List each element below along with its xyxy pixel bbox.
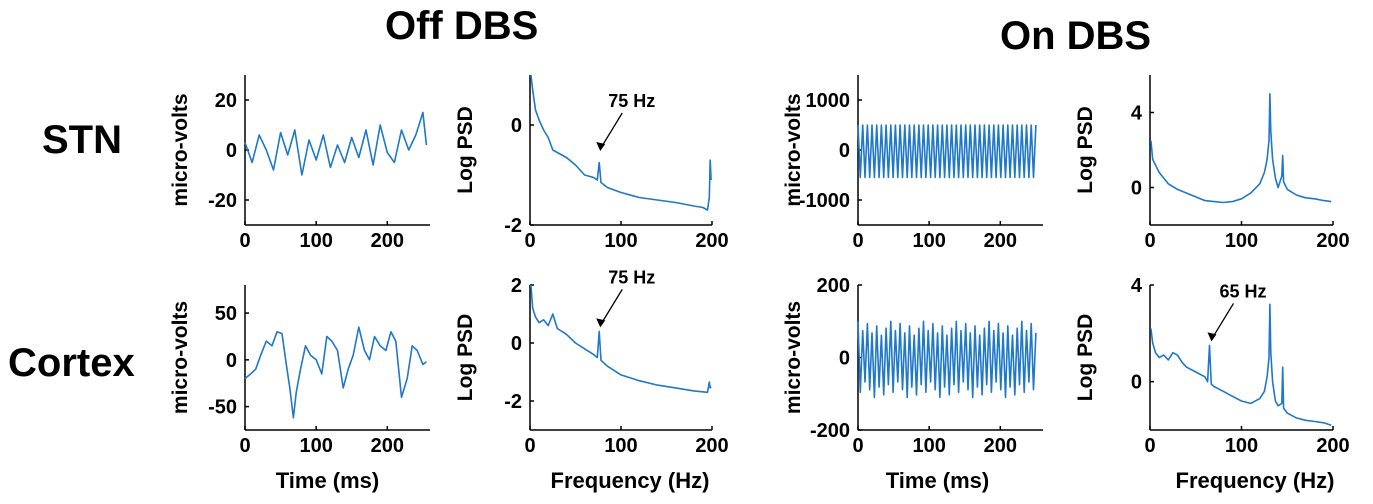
off-cortex-psd-annotation-label: 75 Hz [608, 267, 655, 287]
on-cortex-psd-ytick-label: 0 [1131, 372, 1142, 394]
on-cortex-psd-xtick-label: 0 [1144, 435, 1155, 457]
off-cortex-time-xtick-label: 0 [239, 435, 250, 457]
off-cortex-time-xtick-label: 100 [299, 435, 332, 457]
on-stn-time-xtick-label: 200 [984, 230, 1017, 252]
off-cortex-time-xtick-label: 200 [371, 435, 404, 457]
off-cortex-psd-xtick-label: 200 [695, 435, 728, 457]
off-cortex-psd-ytick-label: 2 [511, 275, 522, 297]
off-stn-time-trace [244, 111, 428, 176]
on-stn-time-ylabel: micro-volts [782, 93, 805, 206]
on-cortex-time-trace [857, 320, 1037, 399]
off-stn-psd-annotation-label: 75 Hz [608, 91, 655, 111]
on-cortex-time-xtick-label: 200 [984, 435, 1017, 457]
stn-row-label: STN [42, 118, 122, 162]
off-stn-psd-trace [530, 74, 712, 211]
off-cortex-time-ylabel: micro-volts [169, 301, 192, 414]
off-stn-time-ylabel: micro-volts [169, 93, 192, 206]
off-stn-time-ytick-label: -20 [208, 190, 237, 212]
off-cortex-psd-xtick-label: 0 [524, 435, 535, 457]
off-stn-psd-xtick-label: 200 [695, 230, 728, 252]
on-cortex-time-ytick-label: 200 [817, 275, 850, 297]
time-label-off: Time (ms) [275, 468, 380, 493]
off-stn-psd-ytick-label: -2 [504, 215, 522, 237]
off-cortex-time-ytick-label: 0 [226, 350, 237, 372]
off-stn-time-xtick-label: 200 [371, 230, 404, 252]
off-stn-time-xtick-label: 0 [239, 230, 250, 252]
on-stn-time-xtick-label: 0 [852, 230, 863, 252]
on-stn-time-trace [857, 124, 1037, 179]
on-stn-psd-ytick-label: 4 [1131, 103, 1143, 125]
on-cortex-psd-xtick-label: 200 [1316, 435, 1349, 457]
off-cortex-time-ytick-label: 50 [215, 303, 237, 325]
on-cortex-psd-trace [1150, 303, 1332, 426]
on-stn-time-xtick-label: 100 [912, 230, 945, 252]
off-stn-psd-annotation-arrowhead [596, 142, 606, 151]
off-stn-time-ytick-label: 20 [215, 90, 237, 112]
off-cortex-psd-annotation-arrowhead [596, 318, 606, 328]
on-cortex-time-ylabel: micro-volts [782, 301, 805, 414]
off-stn-psd-ytick-label: 0 [511, 115, 522, 137]
off-dbs-title: Off DBS [385, 4, 539, 48]
on-cortex-psd-xtick-label: 100 [1225, 435, 1258, 457]
on-stn-psd-ylabel: Log PSD [1074, 106, 1097, 194]
on-cortex-psd-ylabel: Log PSD [1074, 314, 1097, 402]
on-cortex-time-ytick-label: -200 [810, 420, 850, 442]
on-cortex-psd-annotation-arrow [1210, 303, 1235, 340]
off-stn-time-ytick-label: 0 [226, 140, 237, 162]
on-stn-psd-xtick-label: 0 [1144, 230, 1155, 252]
off-stn-psd-xtick-label: 0 [524, 230, 535, 252]
on-stn-time-ytick-label: -1000 [799, 190, 850, 212]
off-cortex-psd-ytick-label: -2 [504, 391, 522, 413]
freq-label-off: Frequency (Hz) [550, 468, 710, 493]
off-cortex-psd-ylabel: Log PSD [454, 314, 477, 402]
off-stn-time-xtick-label: 100 [299, 230, 332, 252]
on-cortex-time-xtick-label: 0 [852, 435, 863, 457]
off-stn-psd-ylabel: Log PSD [454, 106, 477, 194]
on-cortex-time-ytick-label: 0 [839, 348, 850, 370]
on-cortex-psd-annotation-label: 65 Hz [1219, 281, 1266, 301]
on-stn-psd-ytick-label: 0 [1131, 178, 1142, 200]
off-cortex-psd-trace [530, 284, 712, 394]
off-stn-psd-xtick-label: 100 [604, 230, 637, 252]
off-cortex-time-ytick-label: -50 [208, 397, 237, 419]
on-dbs-title: On DBS [1000, 14, 1152, 58]
off-cortex-psd-annotation-arrow [599, 289, 623, 326]
on-stn-psd-xtick-label: 100 [1225, 230, 1258, 252]
time-label-on: Time (ms) [885, 468, 990, 493]
off-cortex-psd-ytick-label: 0 [511, 333, 522, 355]
off-cortex-time-trace [244, 326, 427, 419]
cortex-row-label: Cortex [8, 341, 135, 385]
off-cortex-psd-xtick-label: 100 [604, 435, 637, 457]
on-cortex-psd-annotation-arrowhead [1207, 332, 1217, 342]
freq-label-on: Frequency (Hz) [1175, 468, 1335, 493]
on-stn-psd-trace [1150, 93, 1332, 204]
on-stn-time-ytick-label: 1000 [806, 90, 851, 112]
on-stn-time-ytick-label: 0 [839, 140, 850, 162]
on-stn-psd-xtick-label: 200 [1316, 230, 1349, 252]
on-cortex-time-xtick-label: 100 [912, 435, 945, 457]
on-cortex-psd-ytick-label: 4 [1131, 275, 1143, 297]
off-stn-psd-annotation-arrow [599, 112, 623, 150]
